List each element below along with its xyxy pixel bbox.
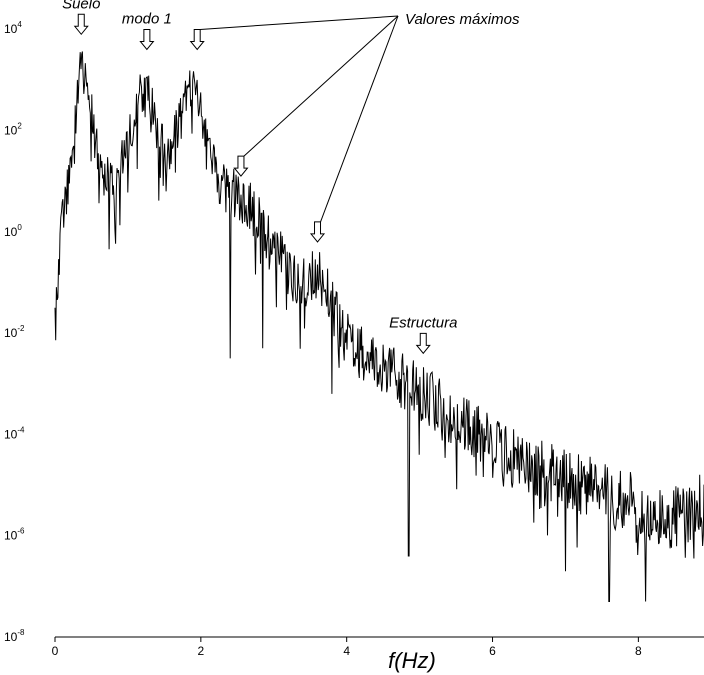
y-tick-base: 10 xyxy=(4,225,18,239)
y-tick-base: 10 xyxy=(4,630,18,644)
x-tick-label: 4 xyxy=(343,644,350,658)
arrow-icon xyxy=(73,13,89,36)
y-tick-base: 10 xyxy=(4,123,18,137)
y-tick-label: 100 xyxy=(4,223,22,239)
y-tick-label: 102 xyxy=(4,121,22,137)
y-tick-exponent: 0 xyxy=(17,223,22,232)
x-axis-label: f(Hz) xyxy=(388,648,436,673)
arrow-icon xyxy=(189,28,205,51)
leader-line xyxy=(200,15,399,30)
y-tick-exponent: 2 xyxy=(17,121,22,130)
y-tick-label: 10-4 xyxy=(4,425,25,441)
y-tick-exponent: -4 xyxy=(17,425,25,434)
y-tick-label: 10-8 xyxy=(4,628,25,644)
x-axis-ticks: 0 2 4 6 8 xyxy=(52,637,642,658)
x-tick-label: 0 xyxy=(52,644,59,658)
arrow-icon xyxy=(233,155,249,177)
y-tick-label: 10-2 xyxy=(4,324,25,340)
annotation-label: Suelo xyxy=(62,0,100,12)
leader-line xyxy=(243,15,399,157)
y-tick-label: 104 xyxy=(4,20,22,36)
y-tick-exponent: 4 xyxy=(17,20,22,29)
arrow-icon xyxy=(139,28,155,51)
annotation-valores-maximos: Valores máximos xyxy=(405,11,520,28)
y-tick-base: 10 xyxy=(4,529,18,543)
y-tick-exponent: -2 xyxy=(17,324,25,333)
annotation-label: modo 1 xyxy=(122,10,172,27)
y-tick-base: 10 xyxy=(4,326,18,340)
x-tick-label: 2 xyxy=(197,644,204,658)
y-tick-exponent: -6 xyxy=(17,527,25,536)
x-tick-label: 6 xyxy=(489,644,496,658)
leader-line xyxy=(320,15,399,223)
y-tick-label: 10-6 xyxy=(4,527,25,543)
y-tick-exponent: -8 xyxy=(17,628,25,637)
y-tick-base: 10 xyxy=(4,427,18,441)
annotations: Suelo modo 1 Valores máximos Estructura xyxy=(62,0,520,355)
annotation-label: Estructura xyxy=(389,314,457,331)
arrow-icon xyxy=(415,332,431,355)
y-tick-base: 10 xyxy=(4,22,18,36)
x-tick-label: 8 xyxy=(635,644,642,658)
spectrum-series-line xyxy=(54,51,704,602)
arrow-icon xyxy=(309,221,326,243)
